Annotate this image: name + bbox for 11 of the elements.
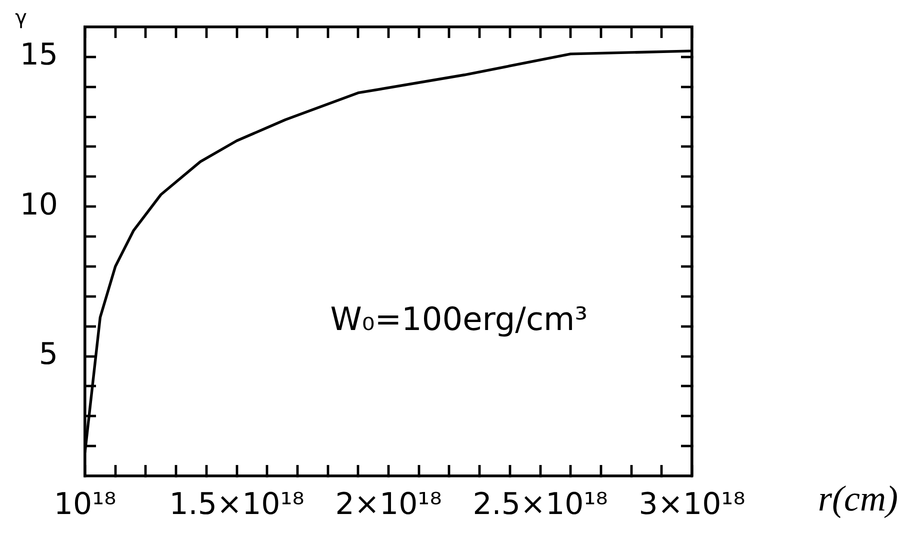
annotation: W₀=100erg/cm³	[330, 300, 588, 338]
x-tick-label: 10¹⁸	[54, 486, 116, 522]
y-tick-label: 5	[38, 337, 58, 372]
y-tick-label: 15	[20, 38, 58, 73]
x-axis-title: r(cm)	[818, 478, 898, 518]
x-tick-label: 2×10¹⁸	[335, 486, 442, 522]
x-tick-label: 1.5×10¹⁸	[169, 486, 304, 522]
y-axis-title: γ	[15, 5, 28, 30]
x-tick-label: 2.5×10¹⁸	[472, 486, 608, 522]
y-tick-label: 10	[20, 187, 58, 222]
x-tick-label: 3×10¹⁸	[638, 486, 746, 522]
